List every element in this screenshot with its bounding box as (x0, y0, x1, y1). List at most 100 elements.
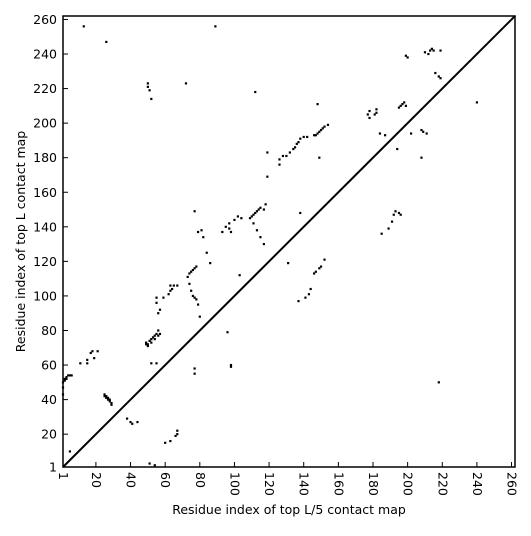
contact-point (108, 398, 111, 401)
contact-point (313, 272, 316, 275)
contact-point (105, 396, 108, 399)
contact-point (406, 56, 409, 59)
contact-point (65, 376, 68, 379)
contact-point (313, 134, 316, 137)
contact-point (259, 206, 262, 209)
contact-point (262, 208, 265, 211)
contact-point (403, 101, 406, 104)
contact-point (174, 434, 177, 437)
contact-point (262, 242, 265, 246)
contact-point (257, 208, 260, 211)
contact-point (420, 128, 423, 132)
contact-point (157, 329, 160, 332)
contact-point (193, 296, 196, 299)
contact-point (146, 85, 149, 88)
contact-point (171, 287, 174, 291)
x-tick-label: 160 (331, 472, 346, 496)
contact-point (236, 215, 240, 218)
contact-point (264, 203, 267, 206)
points-layer (61, 25, 478, 467)
contact-point (404, 54, 407, 57)
contact-point (295, 142, 298, 145)
contact-point (430, 47, 433, 50)
contact-point (368, 109, 371, 113)
contact-point (157, 312, 160, 315)
contact-point (224, 225, 227, 228)
y-tick-label: 120 (33, 254, 57, 269)
contact-point (390, 220, 394, 223)
contact-point (196, 303, 200, 306)
contact-point (375, 108, 378, 111)
contact-point (110, 403, 113, 406)
contact-point (145, 341, 148, 344)
contact-point (105, 395, 108, 398)
contact-point (375, 111, 378, 114)
contact-point (420, 156, 423, 159)
contact-point (193, 372, 196, 375)
contact-point (184, 82, 188, 85)
contact-point (67, 374, 70, 377)
contact-point (323, 125, 326, 128)
contact-point (439, 77, 442, 80)
contact-point (302, 135, 305, 139)
contact-point (176, 284, 179, 287)
plot-frame (62, 15, 516, 468)
contact-point (397, 211, 401, 215)
contact-point (188, 282, 191, 285)
y-tick-label: 20 (41, 427, 57, 442)
contact-point (125, 417, 129, 420)
x-tick-label: 140 (297, 472, 312, 496)
contact-point (131, 422, 134, 425)
contact-point (387, 227, 390, 230)
contact-point (266, 175, 269, 178)
contact-point (434, 71, 437, 75)
contact-point (314, 270, 317, 273)
contact-point (195, 265, 198, 268)
contact-point (167, 293, 170, 296)
contact-point (259, 236, 262, 239)
contact-point (288, 151, 291, 154)
contact-point (316, 132, 319, 135)
contact-point (63, 379, 66, 382)
contact-point (326, 123, 330, 126)
contact-point (151, 336, 155, 339)
contact-point (380, 232, 383, 235)
y-tick-label: 200 (33, 116, 57, 131)
contact-point (221, 230, 224, 234)
contact-point (314, 134, 317, 137)
contact-point (309, 287, 312, 291)
x-axis-label: Residue index of top L/5 contact map (172, 502, 406, 517)
contact-point (157, 334, 160, 337)
y-tick-label: 80 (41, 323, 57, 338)
contact-point (306, 135, 309, 139)
contact-point (373, 113, 376, 116)
contact-point (106, 398, 110, 401)
contact-point (281, 154, 285, 158)
contact-point (136, 420, 139, 424)
x-tick-label: 80 (193, 472, 208, 488)
contact-point (255, 210, 259, 213)
contact-point (186, 275, 189, 279)
contact-point (368, 116, 371, 120)
contact-point (378, 132, 382, 135)
contact-point (401, 103, 404, 106)
contact-point (238, 274, 241, 277)
contact-point (89, 351, 92, 355)
contact-point (439, 49, 442, 52)
contact-point (304, 296, 307, 299)
contact-point (423, 51, 427, 54)
contact-point (299, 211, 302, 215)
contact-point (190, 270, 193, 273)
contact-point (214, 25, 217, 28)
contact-point (162, 296, 165, 299)
contact-point (146, 82, 149, 85)
contact-point (427, 52, 430, 56)
contact-point (155, 332, 158, 336)
contact-point (103, 393, 106, 396)
x-tick-label: 1 (56, 472, 71, 480)
contact-point (91, 350, 94, 353)
contact-point (422, 130, 425, 133)
contact-point (169, 439, 172, 443)
contact-point (278, 163, 281, 166)
